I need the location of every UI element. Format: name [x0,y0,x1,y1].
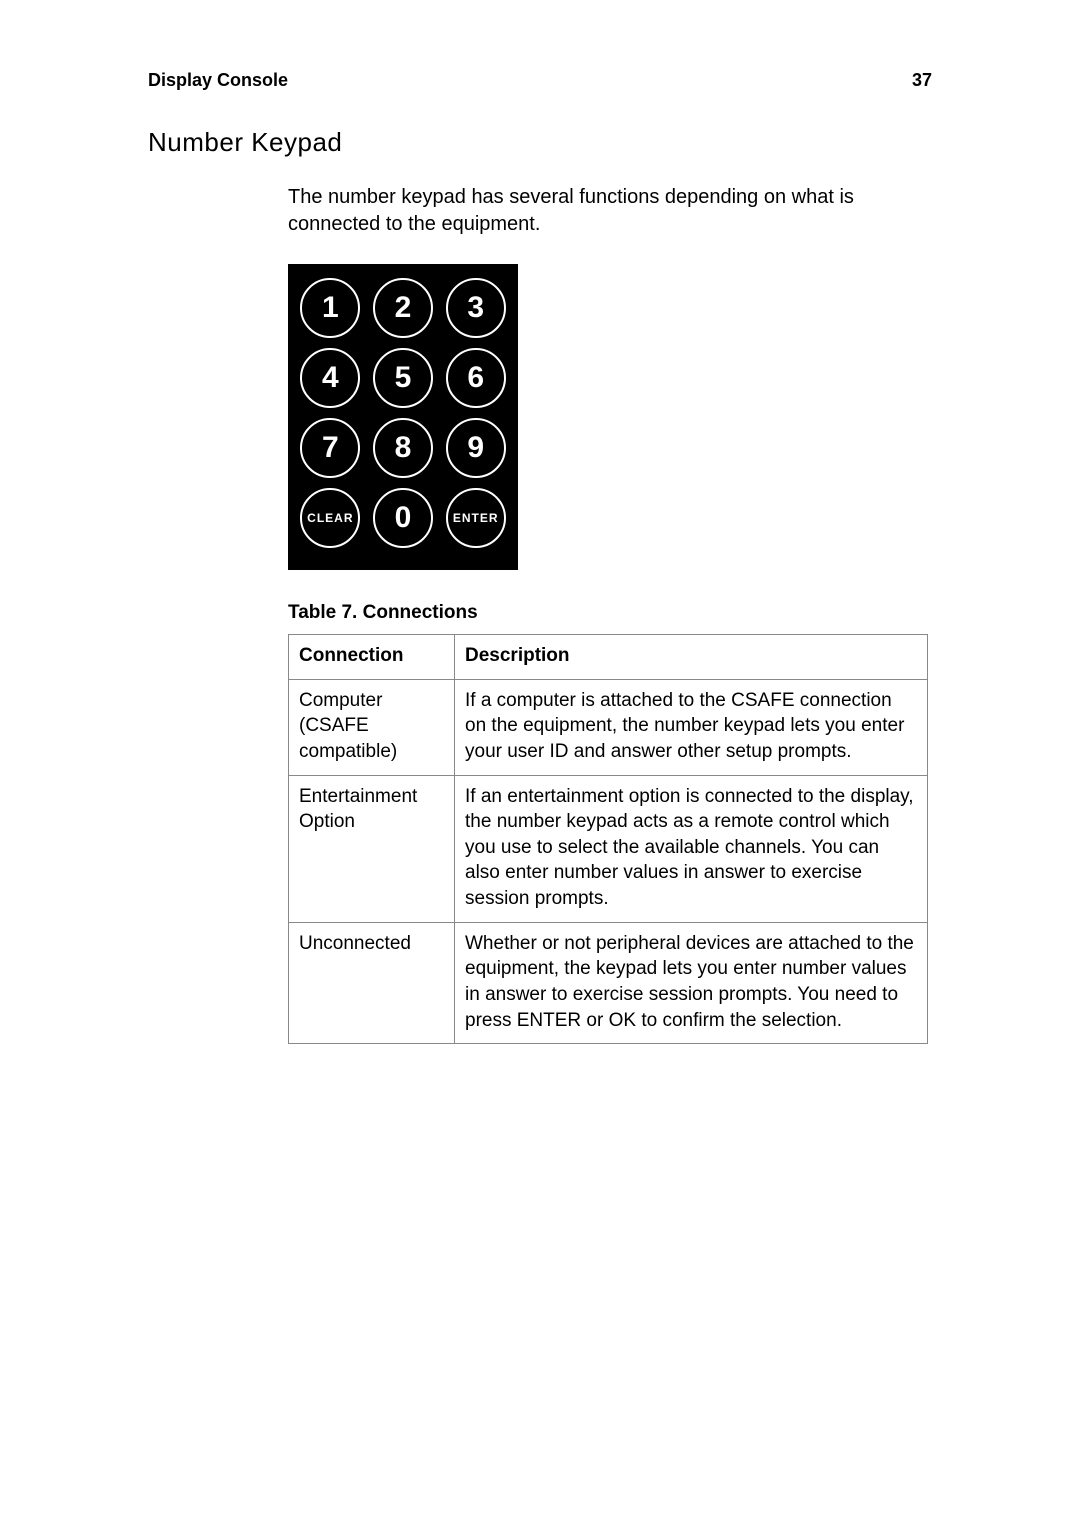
key-8[interactable]: 8 [373,418,433,478]
key-7[interactable]: 7 [300,418,360,478]
key-3[interactable]: 3 [446,278,506,338]
connections-table: Connection Description Computer (CSAFE c… [288,634,928,1044]
document-page: Display Console 37 Number Keypad The num… [0,0,1080,1535]
key-2[interactable]: 2 [373,278,433,338]
page-number: 37 [912,70,932,91]
table-row: Entertainment Option If an entertainment… [289,775,928,922]
cell-description: If a computer is attached to the CSAFE c… [455,679,928,775]
key-9[interactable]: 9 [446,418,506,478]
key-4[interactable]: 4 [300,348,360,408]
cell-connection: Unconnected [289,922,455,1044]
key-enter[interactable]: ENTER [446,488,506,548]
cell-description: If an entertainment option is connected … [455,775,928,922]
key-5[interactable]: 5 [373,348,433,408]
key-6[interactable]: 6 [446,348,506,408]
cell-connection: Entertainment Option [289,775,455,922]
key-1[interactable]: 1 [300,278,360,338]
table-header-row: Connection Description [289,635,928,680]
number-keypad: 1 2 3 4 5 6 7 8 9 CLEAR 0 ENTER [288,264,518,570]
table-row: Computer (CSAFE compatible) If a compute… [289,679,928,775]
section-title: Number Keypad [148,127,932,158]
col-header-connection: Connection [289,635,455,680]
table-caption: Table 7. Connections [288,602,932,624]
table-row: Unconnected Whether or not peripheral de… [289,922,928,1044]
header-section-label: Display Console [148,70,288,91]
cell-description: Whether or not peripheral devices are at… [455,922,928,1044]
key-clear[interactable]: CLEAR [300,488,360,548]
intro-paragraph: The number keypad has several functions … [288,184,932,238]
col-header-description: Description [455,635,928,680]
key-0[interactable]: 0 [373,488,433,548]
cell-connection: Computer (CSAFE compatible) [289,679,455,775]
page-header: Display Console 37 [148,70,932,91]
